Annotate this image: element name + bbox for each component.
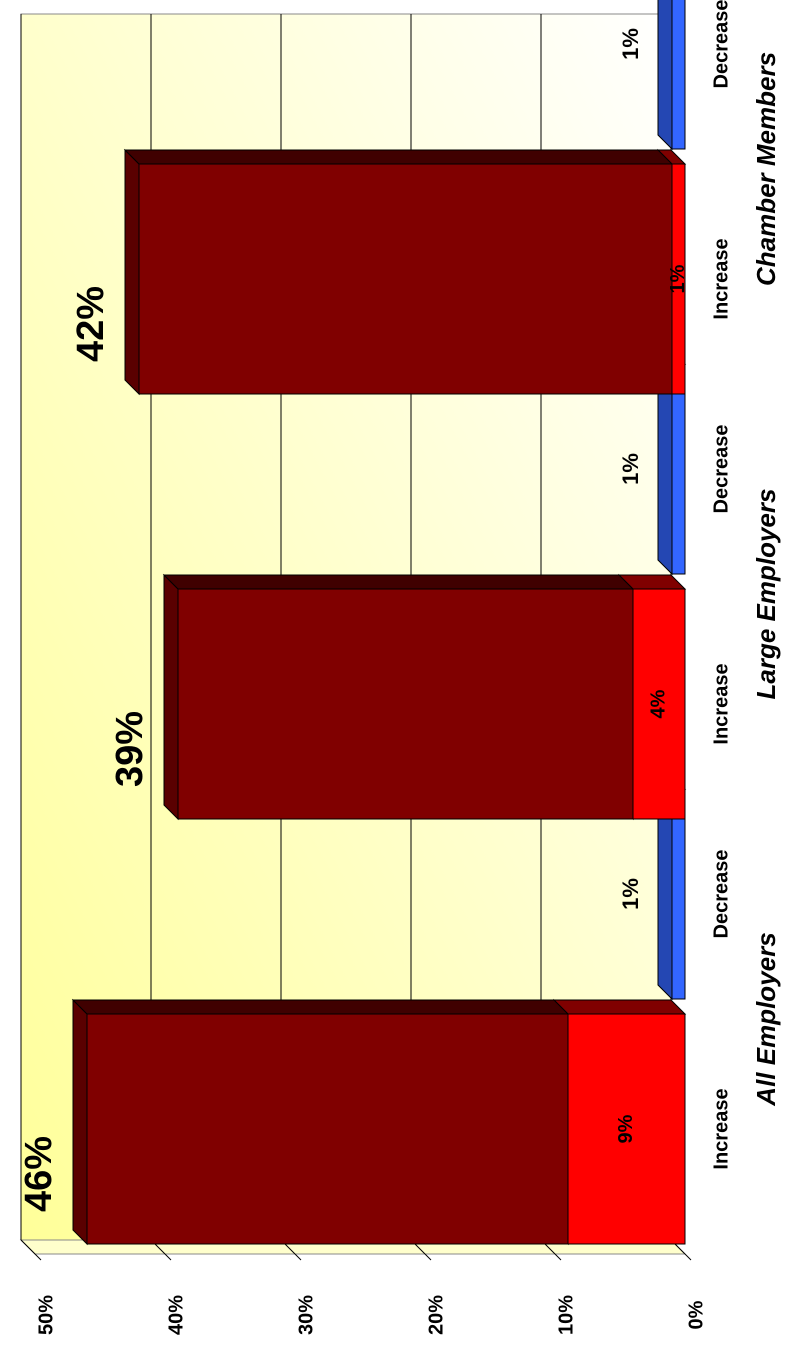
value-label: 1% bbox=[667, 264, 689, 293]
bar-side bbox=[552, 999, 687, 1015]
value-label: 4% bbox=[647, 689, 669, 718]
total-label: 42% bbox=[70, 286, 112, 362]
bar-side bbox=[71, 999, 570, 1015]
y-tick-label: 50% bbox=[35, 1295, 57, 1335]
bar-segment bbox=[177, 588, 634, 820]
x-tick-label: Decrease bbox=[710, 0, 732, 88]
bar-top bbox=[72, 998, 88, 1246]
group-label: All Employers bbox=[751, 932, 781, 1106]
bar-top bbox=[124, 148, 140, 396]
plot: 0% 10% 20% 30% 40% 50% 9% 46% 1% Increase Decrease… bbox=[18, 0, 781, 1335]
value-label: 1% bbox=[618, 28, 643, 60]
bar-segment bbox=[671, 788, 686, 1000]
y-tick-label: 20% bbox=[425, 1295, 447, 1335]
total-label: 46% bbox=[18, 1136, 60, 1212]
bar-segment bbox=[138, 163, 673, 395]
y-tick-label: 30% bbox=[295, 1295, 317, 1335]
bar-top bbox=[657, 0, 673, 151]
bar-segment bbox=[671, 0, 686, 150]
x-tick-label: Increase bbox=[710, 1088, 732, 1169]
bar-side bbox=[162, 574, 635, 590]
bar-side bbox=[123, 149, 674, 165]
value-label: 1% bbox=[618, 878, 643, 910]
group-label: Chamber Members bbox=[751, 52, 781, 286]
tick-mark bbox=[20, 1239, 42, 1261]
value-label: 1% bbox=[618, 453, 643, 485]
x-tick-label: Decrease bbox=[710, 850, 732, 939]
value-label: 9% bbox=[615, 1114, 637, 1143]
bar-segment bbox=[671, 363, 686, 575]
y-tick-label: 40% bbox=[165, 1295, 187, 1335]
y-tick-label: 0% bbox=[685, 1300, 707, 1329]
bar-segment bbox=[86, 1013, 569, 1245]
bar-top bbox=[163, 573, 179, 821]
y-tick-label: 10% bbox=[555, 1295, 577, 1335]
group-label: Large Employers bbox=[751, 489, 781, 700]
total-label: 39% bbox=[109, 711, 151, 787]
x-tick-label: Decrease bbox=[710, 425, 732, 514]
x-tick-label: Increase bbox=[710, 238, 732, 319]
x-tick-label: Increase bbox=[710, 663, 732, 744]
